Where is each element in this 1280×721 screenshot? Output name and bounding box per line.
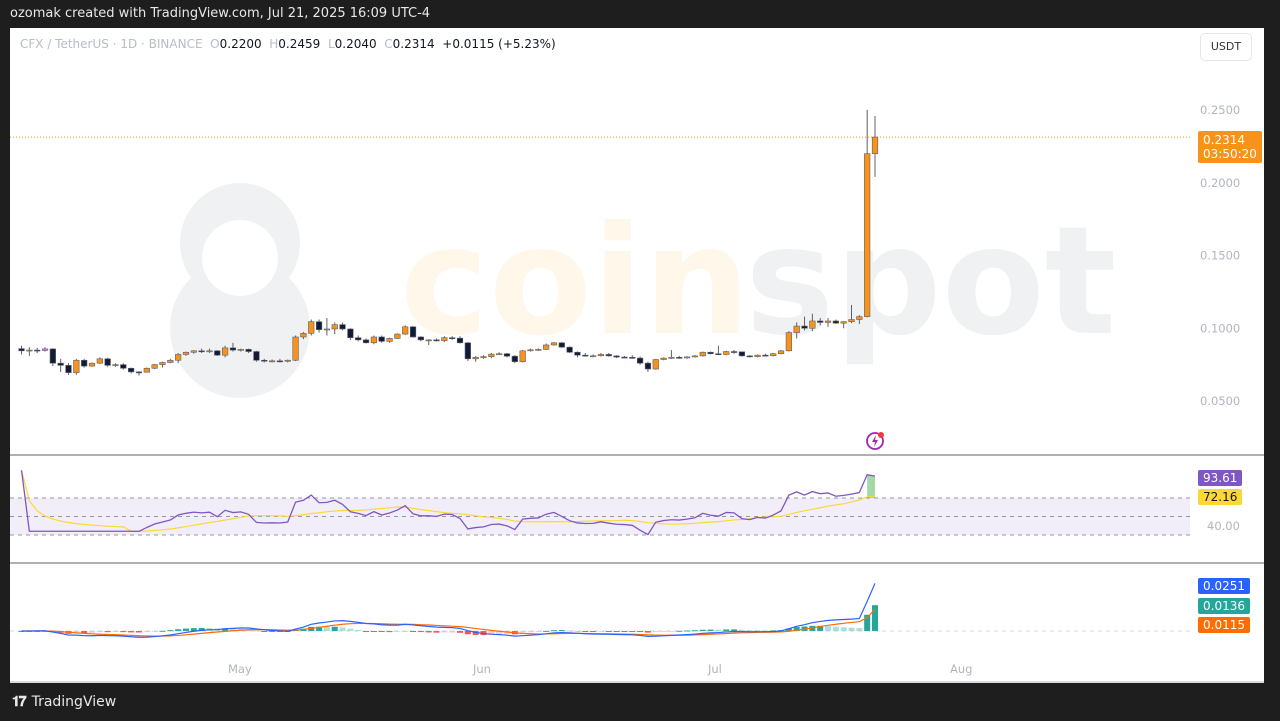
rsi-value-badge: 93.61	[1198, 470, 1243, 486]
lightning-event-icon[interactable]	[865, 430, 885, 450]
attribution-text: ozomak created with TradingView.com, Jul…	[10, 6, 431, 21]
macd-value-badge: 0.0251	[1198, 578, 1250, 594]
symbol-legend: CFX / TetherUS · 1D · BINANCE O0.2200 H0…	[20, 37, 556, 51]
svg-text:0.0500: 0.0500	[1200, 394, 1240, 408]
tradingview-logo-icon: 𝟏𝟕	[12, 694, 27, 710]
svg-text:0.2000: 0.2000	[1200, 176, 1240, 190]
svg-text:0.2500: 0.2500	[1200, 103, 1240, 117]
rsi-ma-badge: 72.16	[1198, 489, 1243, 505]
time-label-may: May	[228, 662, 252, 676]
time-label-jul: Jul	[708, 662, 722, 676]
chart-frame[interactable]: coin spot 0.0500 0.1000 0.1500 0.2000 0.2500 C…	[10, 28, 1264, 683]
change-value: +0.0115 (+5.23%)	[442, 37, 556, 51]
low-value: 0.2040	[334, 37, 377, 51]
close-value: 0.2314	[392, 37, 435, 51]
low-label: L	[327, 37, 335, 51]
histogram-value-badge: 0.0136	[1198, 598, 1250, 614]
open-value: 0.2200	[219, 37, 262, 51]
footer-brand[interactable]: 𝟏𝟕 TradingView	[12, 694, 116, 710]
bar-countdown: 03:50:20	[1203, 147, 1257, 161]
time-label-jun: Jun	[473, 662, 491, 676]
rsi-tick-label: 40.00	[1207, 519, 1240, 533]
close-label: C	[384, 37, 393, 51]
current-price: 0.2314	[1203, 133, 1245, 147]
svg-text:coin: coin	[400, 195, 750, 369]
current-price-badge: 0.2314 03:50:20	[1198, 131, 1262, 163]
open-label: O	[210, 37, 220, 51]
high-value: 0.2459	[278, 37, 321, 51]
signal-value-badge: 0.0115	[1198, 617, 1250, 633]
svg-text:spot: spot	[745, 195, 1116, 369]
svg-text:0.1500: 0.1500	[1200, 249, 1240, 263]
time-label-aug: Aug	[950, 662, 973, 676]
brand-name: TradingView	[31, 694, 117, 710]
symbol-title[interactable]: CFX / TetherUS · 1D · BINANCE	[20, 37, 203, 51]
currency-button[interactable]: USDT	[1200, 33, 1252, 61]
svg-text:0.1000: 0.1000	[1200, 321, 1240, 335]
high-label: H	[269, 37, 279, 51]
